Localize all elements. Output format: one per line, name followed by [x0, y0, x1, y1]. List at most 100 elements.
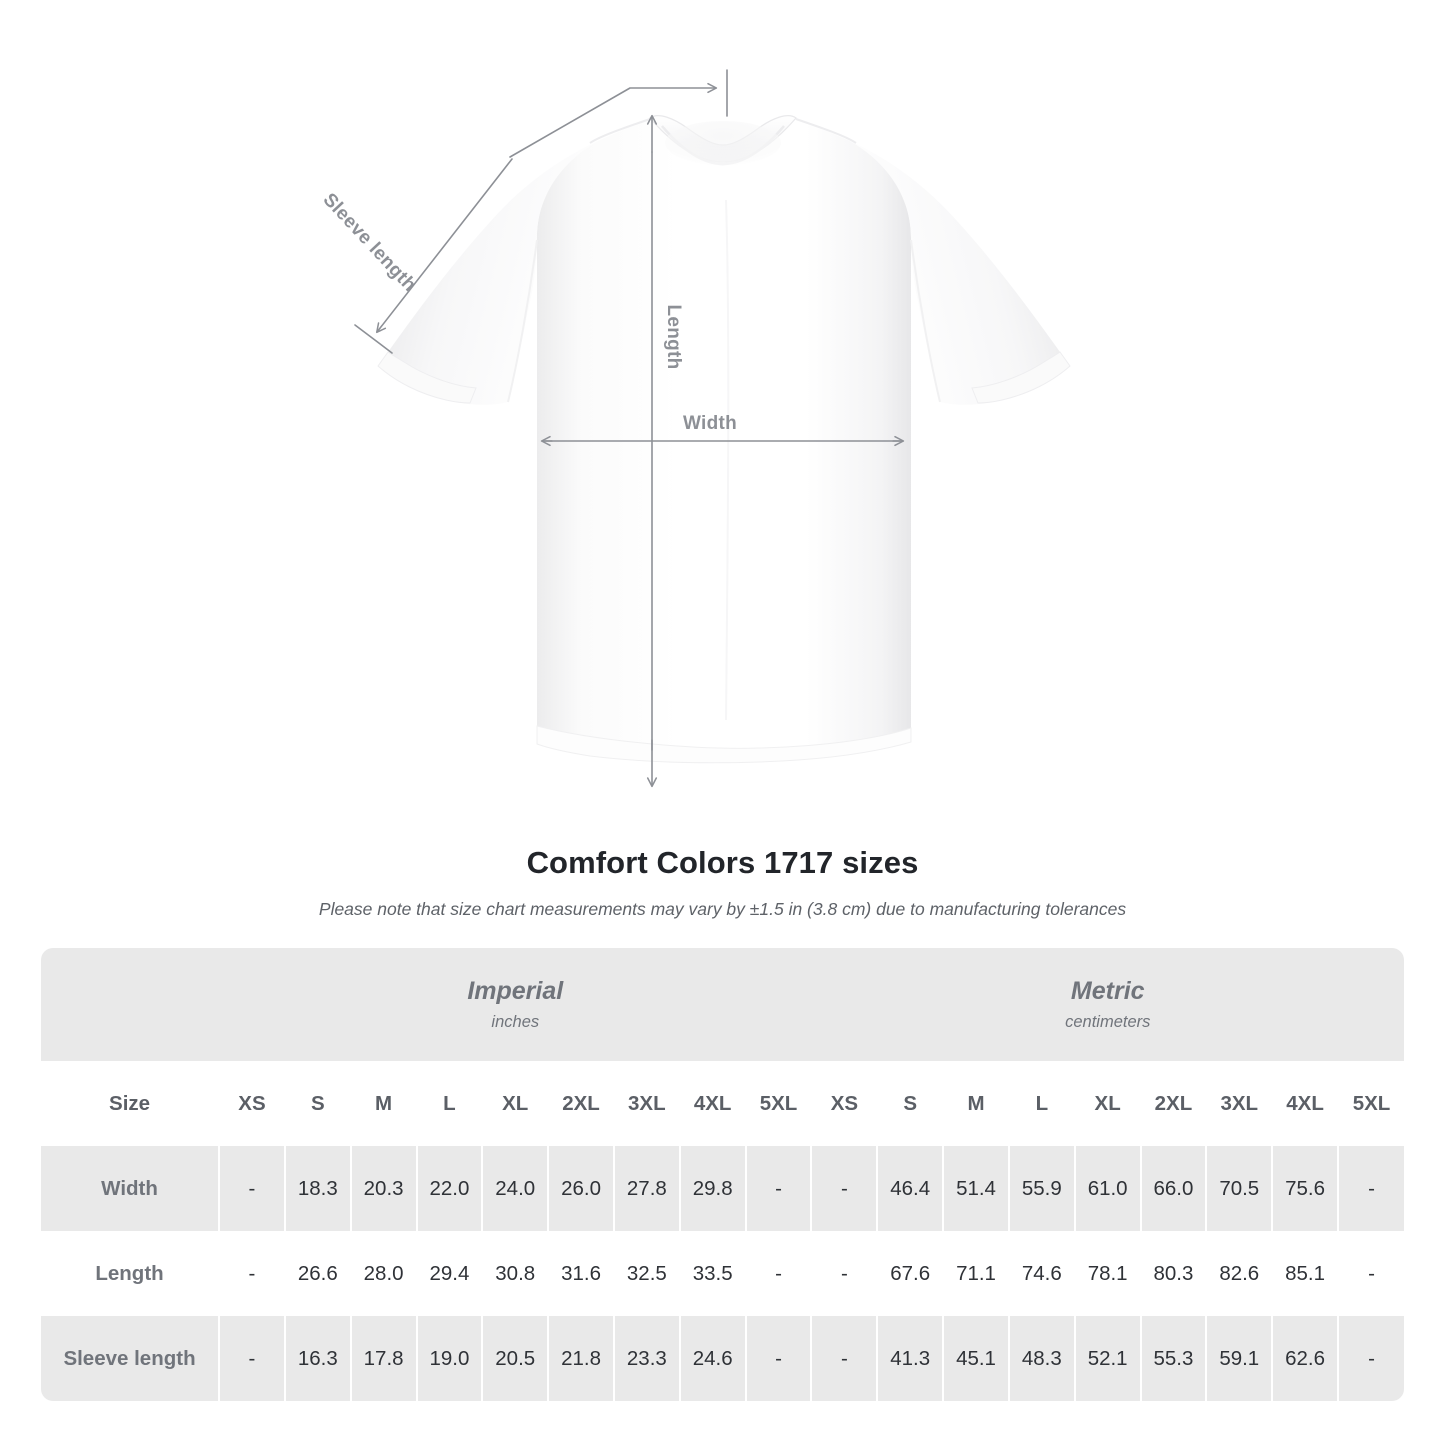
cell-sleeve-imperial-s: 16.3: [283, 1316, 351, 1401]
cell-width-metric-s: 46.4: [876, 1146, 944, 1231]
header-cell-metric-4xl: 4XL: [1271, 1061, 1338, 1146]
size-table-wrapper: Imperial inches Metric centimeters Size …: [41, 948, 1404, 1401]
unit-group-imperial: Imperial inches: [219, 948, 812, 1061]
shirt-sleeve-left: [377, 140, 600, 405]
cell-sleeve-imperial-2xl: 21.8: [547, 1316, 614, 1401]
cell-length-metric-xl: 78.1: [1073, 1231, 1141, 1316]
row-label-sleeve-length: Sleeve length: [41, 1316, 220, 1401]
cell-sleeve-imperial-3xl: 23.3: [612, 1316, 680, 1401]
sleeve-length-measure: [354, 158, 513, 354]
cell-length-metric-m: 71.1: [942, 1231, 1009, 1316]
cell-length-imperial-xs: -: [218, 1231, 285, 1316]
cell-width-metric-3xl: 70.5: [1205, 1146, 1273, 1231]
table-row-length: Length - 26.6 28.0 29.4 30.8 31.6 32.5 3…: [41, 1231, 1404, 1316]
cell-length-metric-s: 67.6: [876, 1231, 944, 1316]
table-row-width: Width - 18.3 20.3 22.0 24.0 26.0 27.8 29…: [41, 1146, 1404, 1231]
header-cell-metric-2xl: 2XL: [1139, 1061, 1207, 1146]
unit-band-row: Imperial inches Metric centimeters: [41, 948, 1404, 1061]
cell-sleeve-imperial-m: 17.8: [349, 1316, 417, 1401]
cell-width-metric-5xl: -: [1336, 1146, 1404, 1231]
tshirt-diagram: Sleeve length Length Width: [319, 69, 1071, 788]
cell-width-imperial-s: 18.3: [283, 1146, 351, 1231]
table-row-sleeve-length: Sleeve length - 16.3 17.8 19.0 20.5 21.8…: [41, 1316, 1404, 1401]
header-cell-imperial-5xl: 5XL: [744, 1061, 812, 1146]
cell-sleeve-metric-5xl: -: [1336, 1316, 1404, 1401]
cell-length-metric-4xl: 85.1: [1271, 1231, 1338, 1316]
cell-width-metric-xs: -: [810, 1146, 878, 1231]
cell-length-imperial-xl: 30.8: [481, 1231, 549, 1316]
cell-sleeve-metric-s: 41.3: [876, 1316, 944, 1401]
cell-length-imperial-4xl: 33.5: [678, 1231, 746, 1316]
cell-length-imperial-l: 29.4: [415, 1231, 483, 1316]
cell-length-metric-2xl: 80.3: [1139, 1231, 1207, 1316]
cell-width-imperial-m: 20.3: [349, 1146, 417, 1231]
unit-metric-sub: centimeters: [1065, 1012, 1151, 1031]
header-cell-imperial-3xl: 3XL: [612, 1061, 680, 1146]
header-cell-size: Size: [41, 1061, 220, 1146]
cell-width-metric-l: 55.9: [1007, 1146, 1075, 1231]
cell-length-imperial-2xl: 31.6: [547, 1231, 614, 1316]
header-cell-imperial-xl: XL: [481, 1061, 549, 1146]
cell-length-metric-3xl: 82.6: [1205, 1231, 1273, 1316]
cell-length-metric-l: 74.6: [1007, 1231, 1075, 1316]
cell-length-imperial-s: 26.6: [283, 1231, 351, 1316]
cell-sleeve-imperial-l: 19.0: [415, 1316, 483, 1401]
cell-sleeve-metric-xl: 52.1: [1073, 1316, 1141, 1401]
unit-metric-name: Metric: [1070, 977, 1145, 1006]
header-cell-imperial-s: S: [283, 1061, 351, 1146]
cell-width-imperial-xs: -: [218, 1146, 285, 1231]
cell-width-imperial-5xl: -: [744, 1146, 812, 1231]
cell-sleeve-imperial-xs: -: [218, 1316, 285, 1401]
cell-width-imperial-4xl: 29.8: [678, 1146, 746, 1231]
cell-sleeve-metric-xs: -: [810, 1316, 878, 1401]
cell-width-metric-4xl: 75.6: [1271, 1146, 1338, 1231]
header-cell-metric-xs: XS: [810, 1061, 878, 1146]
table-header-row: Size XS S M L XL 2XL 3XL 4XL 5XL XS S M …: [41, 1061, 1404, 1146]
header-cell-metric-5xl: 5XL: [1336, 1061, 1404, 1146]
cell-sleeve-imperial-xl: 20.5: [481, 1316, 549, 1401]
row-label-width: Width: [41, 1146, 220, 1231]
cell-width-metric-2xl: 66.0: [1139, 1146, 1207, 1231]
cell-sleeve-imperial-5xl: -: [744, 1316, 812, 1401]
cell-sleeve-metric-4xl: 62.6: [1271, 1316, 1338, 1401]
cell-sleeve-metric-m: 45.1: [942, 1316, 1009, 1401]
cell-width-metric-xl: 61.0: [1073, 1146, 1141, 1231]
cell-length-metric-5xl: -: [1336, 1231, 1404, 1316]
heading-block: Comfort Colors 1717 sizes Please note th…: [0, 845, 1445, 920]
cell-sleeve-metric-3xl: 59.1: [1205, 1316, 1273, 1401]
tolerance-note: Please note that size chart measurements…: [318, 899, 1127, 919]
cell-length-metric-xs: -: [810, 1231, 878, 1316]
header-cell-metric-m: M: [942, 1061, 1009, 1146]
cell-length-imperial-3xl: 32.5: [612, 1231, 680, 1316]
header-cell-imperial-l: L: [415, 1061, 483, 1146]
cell-width-imperial-3xl: 27.8: [612, 1146, 680, 1231]
header-cell-imperial-4xl: 4XL: [678, 1061, 746, 1146]
cell-width-imperial-xl: 24.0: [481, 1146, 549, 1231]
page-title: Comfort Colors 1717 sizes: [526, 845, 919, 880]
header-cell-metric-xl: XL: [1073, 1061, 1141, 1146]
cell-length-imperial-m: 28.0: [349, 1231, 417, 1316]
cell-sleeve-imperial-4xl: 24.6: [678, 1316, 746, 1401]
row-label-length: Length: [41, 1231, 220, 1316]
shirt-sleeve-right: [848, 140, 1071, 405]
unit-imperial-sub: inches: [491, 1012, 540, 1031]
cell-length-imperial-5xl: -: [744, 1231, 812, 1316]
header-cell-imperial-m: M: [349, 1061, 417, 1146]
shirt-collar: [589, 115, 857, 166]
unit-imperial-name: Imperial: [467, 977, 564, 1006]
header-cell-imperial-2xl: 2XL: [547, 1061, 614, 1146]
unit-band-spacer: [41, 948, 220, 1061]
cell-sleeve-metric-l: 48.3: [1007, 1316, 1075, 1401]
unit-group-metric: Metric centimeters: [811, 948, 1404, 1061]
cell-sleeve-metric-2xl: 55.3: [1139, 1316, 1207, 1401]
header-cell-metric-3xl: 3XL: [1205, 1061, 1273, 1146]
cell-width-metric-m: 51.4: [942, 1146, 1009, 1231]
header-cell-metric-s: S: [876, 1061, 944, 1146]
header-cell-metric-l: L: [1007, 1061, 1075, 1146]
cell-width-imperial-2xl: 26.0: [547, 1146, 614, 1231]
cell-width-imperial-l: 22.0: [415, 1146, 483, 1231]
header-cell-imperial-xs: XS: [218, 1061, 285, 1146]
sleeve-length-guide: [509, 82, 718, 158]
size-table: Imperial inches Metric centimeters Size …: [41, 948, 1404, 1401]
